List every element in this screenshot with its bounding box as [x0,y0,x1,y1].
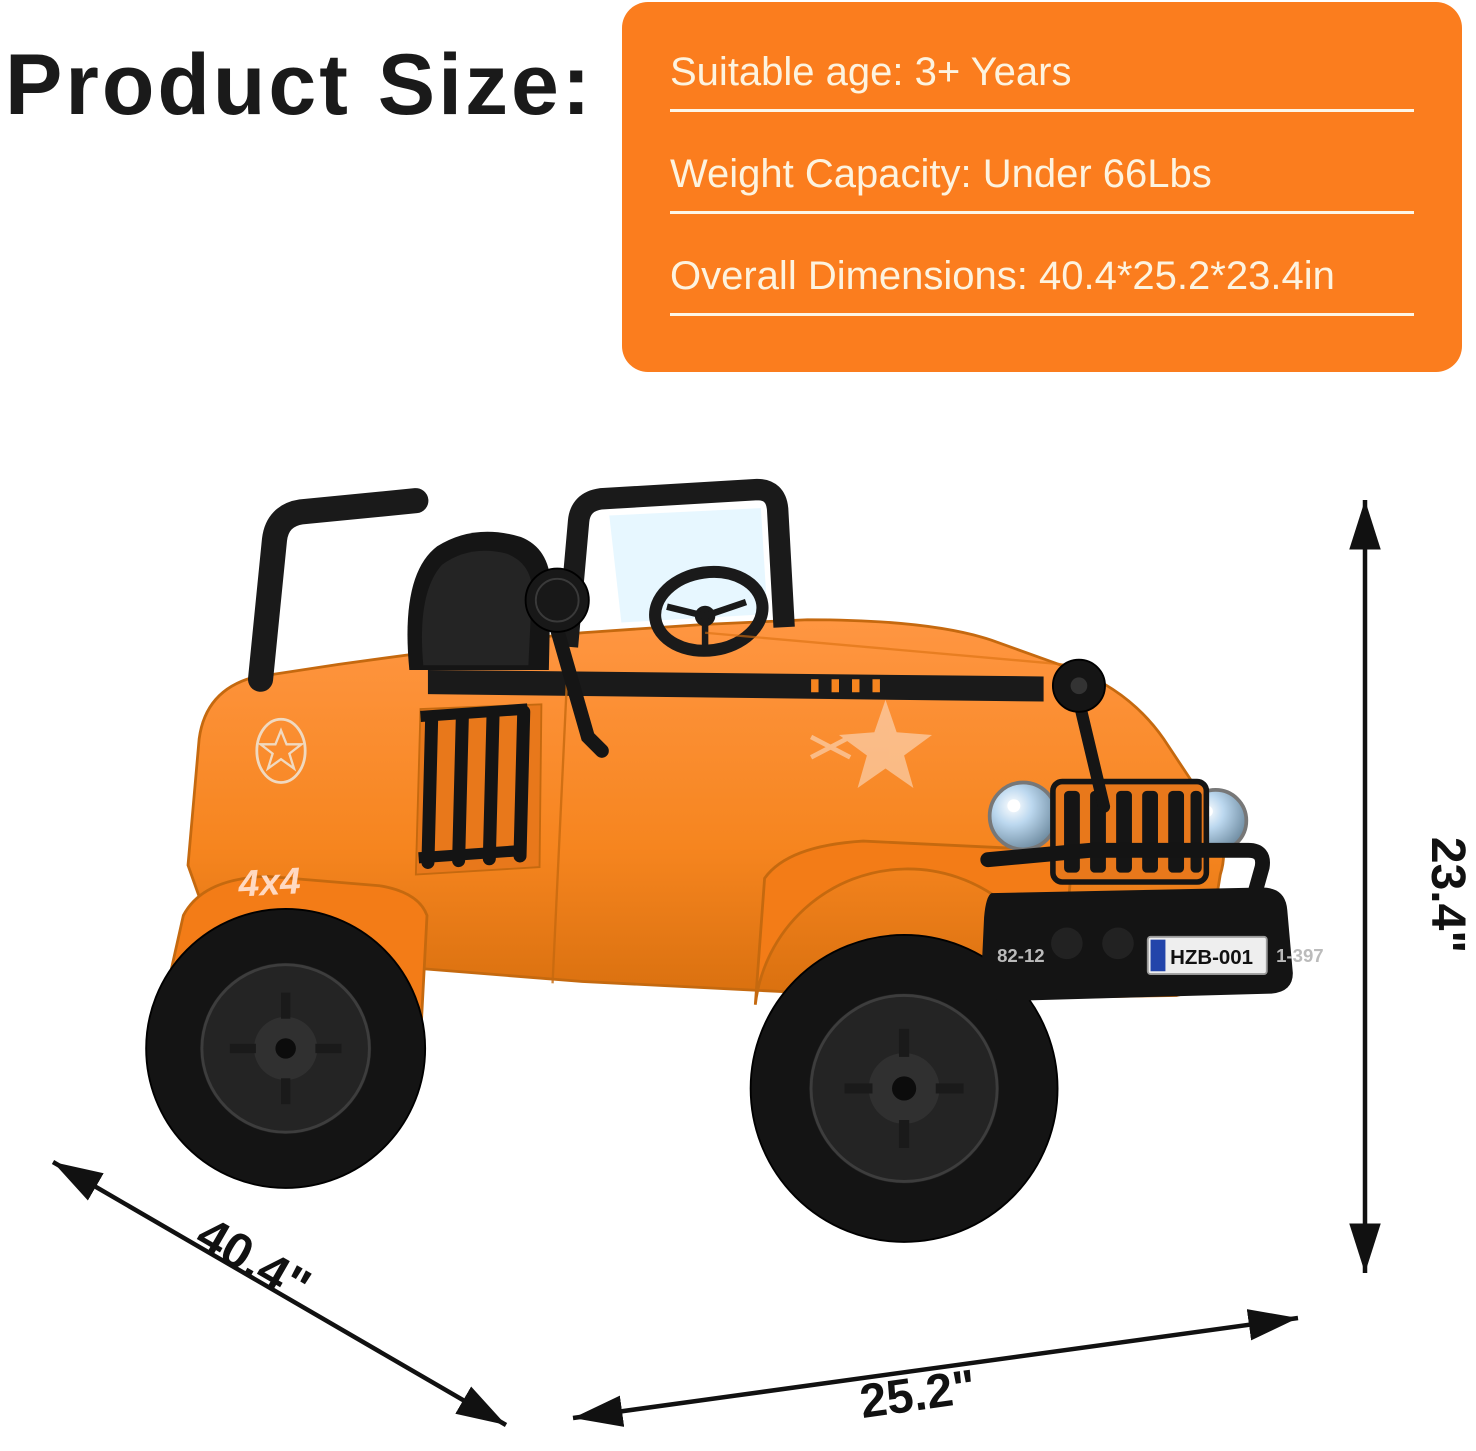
svg-text:25.2": 25.2" [857,1360,979,1429]
svg-text:82-12: 82-12 [997,945,1045,966]
svg-text:4x4: 4x4 [236,859,301,904]
svg-text:1-397: 1-397 [1276,945,1324,966]
svg-text:HZB-001: HZB-001 [1170,946,1253,969]
